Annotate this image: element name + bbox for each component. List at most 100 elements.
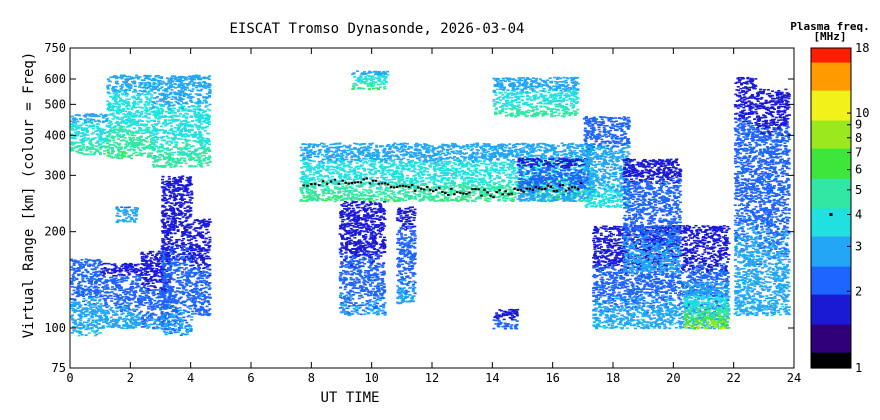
echo-point xyxy=(194,93,198,95)
echo-point xyxy=(193,301,197,304)
echo-point xyxy=(188,294,192,297)
echo-point xyxy=(110,135,114,137)
echo-point xyxy=(198,247,202,250)
echo-point xyxy=(112,131,116,134)
echo-point xyxy=(202,151,206,153)
echo-point xyxy=(103,267,107,269)
echo-point xyxy=(145,145,149,148)
echo-point xyxy=(182,82,186,85)
echo-point xyxy=(162,330,166,333)
echo-point xyxy=(87,282,91,284)
echo-point xyxy=(205,305,209,308)
echo-point xyxy=(185,229,189,231)
echo-point xyxy=(77,152,81,154)
echo-point xyxy=(165,180,169,183)
echo-point xyxy=(93,273,97,275)
echo-point xyxy=(202,218,206,221)
echo-point xyxy=(115,321,119,323)
echo-point xyxy=(153,308,157,310)
echo-point xyxy=(158,129,162,132)
echo-point xyxy=(74,114,78,116)
echo-point xyxy=(176,277,180,279)
echo-point xyxy=(139,99,143,101)
echo-point xyxy=(90,115,94,117)
echo-point xyxy=(147,121,151,123)
echo-point xyxy=(124,270,128,272)
echo-point xyxy=(182,251,186,254)
echo-region xyxy=(160,175,194,336)
echo-point xyxy=(168,162,172,165)
echo-point xyxy=(172,119,176,121)
echo-point xyxy=(96,329,100,332)
echo-point xyxy=(73,272,77,274)
echo-point xyxy=(141,316,144,319)
echo-point xyxy=(136,286,140,288)
echo-point xyxy=(140,251,144,254)
echo-point xyxy=(208,88,212,91)
echo-point xyxy=(184,273,188,275)
echo-point xyxy=(181,300,185,303)
echo-point xyxy=(165,189,168,191)
echo-point xyxy=(111,136,115,138)
echo-point xyxy=(160,327,164,330)
echo-point xyxy=(179,256,183,259)
echo-point xyxy=(155,268,159,270)
echo-point xyxy=(172,192,176,195)
echo-point xyxy=(163,318,167,321)
echo-point xyxy=(179,132,183,134)
echo-point xyxy=(80,140,84,142)
echo-point xyxy=(89,153,93,156)
echo-point xyxy=(141,268,145,270)
echo-point xyxy=(185,144,189,146)
echo-point xyxy=(200,288,204,290)
echo-point xyxy=(116,120,120,123)
echo-point xyxy=(171,243,175,245)
echo-point xyxy=(124,105,128,108)
echo-point xyxy=(129,124,133,127)
echo-point xyxy=(188,227,192,229)
echo-point xyxy=(94,113,98,116)
echo-point xyxy=(181,199,184,201)
echo-point xyxy=(120,120,124,123)
echo-point xyxy=(89,281,93,284)
echo-point xyxy=(183,213,187,215)
echo-point xyxy=(193,135,197,138)
echo-point xyxy=(71,293,75,296)
echo-point xyxy=(161,275,165,278)
echo-point xyxy=(108,126,112,128)
echo-point xyxy=(112,292,116,295)
echo-point xyxy=(125,140,129,143)
echo-point xyxy=(173,296,177,298)
echo-point xyxy=(170,84,174,86)
echo-point xyxy=(110,306,114,309)
echo-point xyxy=(202,309,206,311)
echo-point xyxy=(186,276,190,278)
echo-point xyxy=(157,295,161,297)
echo-point xyxy=(161,215,165,217)
echo-point xyxy=(99,136,103,138)
echo-point xyxy=(77,283,81,285)
echo-point xyxy=(172,186,176,189)
echo-point xyxy=(125,131,129,133)
echo-point xyxy=(140,154,144,157)
echo-point xyxy=(72,279,76,282)
echo-point xyxy=(171,319,175,322)
echo-point xyxy=(105,309,109,312)
echo-point xyxy=(86,153,90,155)
echo-point xyxy=(172,227,176,229)
echo-point xyxy=(204,282,207,284)
echo-point xyxy=(186,217,190,219)
echo-point xyxy=(71,277,75,280)
echo-point xyxy=(78,323,82,325)
echo-point xyxy=(207,314,211,317)
echo-point xyxy=(116,123,120,126)
echo-point xyxy=(168,183,172,185)
echo-point xyxy=(77,301,81,304)
echo-point xyxy=(141,276,145,279)
echo-point xyxy=(204,232,208,235)
echo-point xyxy=(124,114,128,116)
echo-point xyxy=(106,288,110,290)
echo-point xyxy=(164,111,168,113)
echo-point xyxy=(178,297,182,299)
echo-point xyxy=(121,135,125,137)
